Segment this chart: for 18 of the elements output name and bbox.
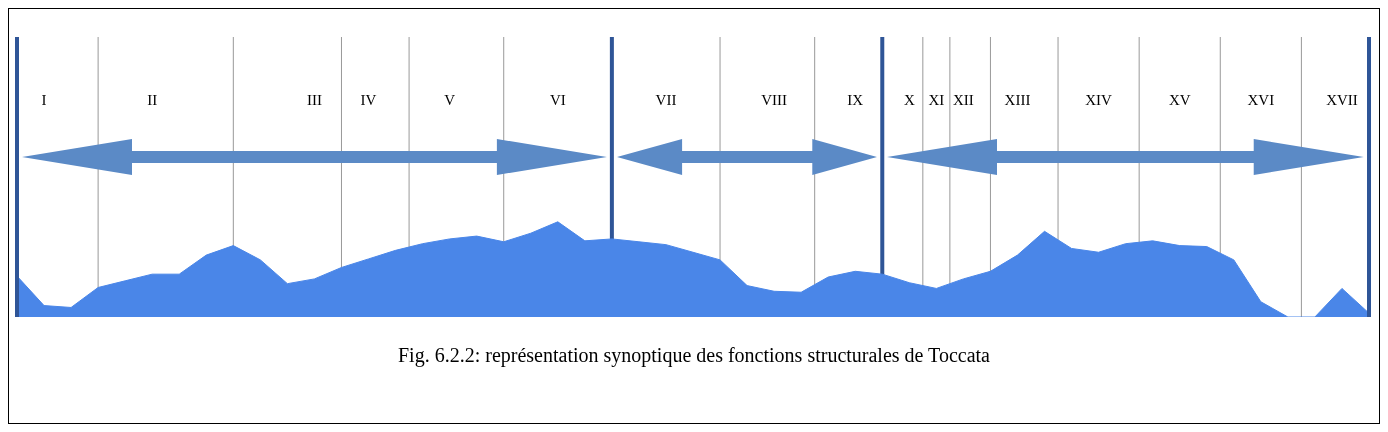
x-tick-label: X bbox=[903, 92, 915, 108]
x-tick-label: XI bbox=[928, 92, 945, 108]
x-tick-label: XVI bbox=[1247, 92, 1275, 108]
x-tick-label: XVII bbox=[1326, 92, 1358, 108]
x-tick-label: XIV bbox=[1085, 92, 1113, 108]
x-tick-label: XV bbox=[1168, 92, 1191, 108]
x-tick-label: VI bbox=[549, 92, 566, 108]
text: Fig. 6.2.2: représentation synoptique des fonctions structurales de Toccata bbox=[397, 344, 991, 367]
x-tick-label: XIII bbox=[1004, 92, 1031, 108]
x-tick-label: VIII bbox=[761, 92, 788, 108]
x-tick-label: III bbox=[306, 92, 322, 108]
x-tick-label: XII bbox=[952, 92, 974, 108]
x-tick-label: IX bbox=[847, 92, 864, 108]
x-tick-label: V bbox=[444, 92, 456, 108]
x-tick-label: IV bbox=[360, 92, 377, 108]
x-tick-label: I bbox=[41, 92, 47, 108]
x-tick-label: II bbox=[147, 92, 158, 108]
x-tick-label: VII bbox=[655, 92, 677, 108]
